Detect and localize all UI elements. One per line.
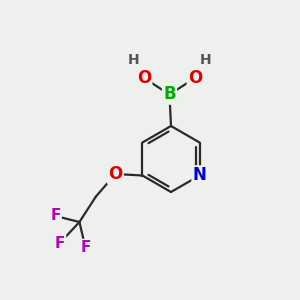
Text: F: F	[50, 208, 61, 224]
Text: O: O	[137, 69, 151, 87]
Text: O: O	[108, 165, 122, 183]
Text: H: H	[128, 53, 139, 67]
Text: H: H	[200, 53, 211, 67]
Text: N: N	[193, 167, 206, 184]
Text: O: O	[188, 69, 202, 87]
Text: F: F	[80, 240, 91, 255]
Text: F: F	[55, 236, 65, 250]
Text: B: B	[163, 85, 176, 103]
